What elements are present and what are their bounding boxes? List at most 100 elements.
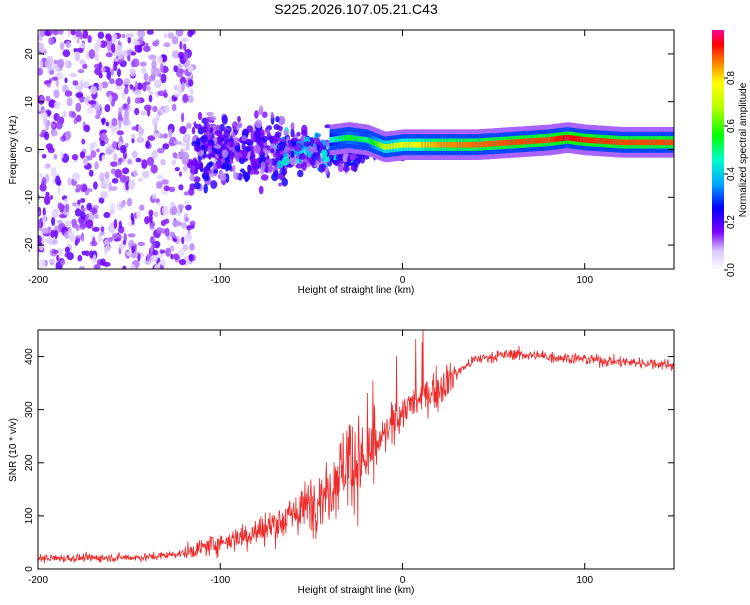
heatmap-cell (127, 37, 132, 44)
heatmap-cell (96, 38, 102, 48)
heatmap-cell (105, 121, 109, 127)
heatmap-cell (180, 142, 186, 147)
heatmap-cell (152, 192, 157, 200)
heatmap-cell (241, 157, 248, 162)
heatmap-cell (172, 152, 178, 159)
heatmap-cell (113, 61, 118, 72)
heatmap-cell (173, 84, 178, 91)
heatmap-cell (94, 105, 101, 111)
heatmap-cell (176, 68, 185, 74)
heatmap-cell (131, 126, 140, 131)
heatmap-cell (160, 76, 165, 81)
heatmap-cell (80, 198, 86, 203)
heatmap-cell (79, 219, 88, 228)
heatmap-cell (71, 154, 79, 161)
heatmap-cell (260, 161, 266, 171)
heatmap-cell (98, 72, 103, 79)
heatmap-cell (223, 129, 231, 139)
heatmap-cell (229, 138, 234, 148)
heatmap-cell (38, 234, 42, 244)
colorbar-tick-label: 0.0 (726, 263, 737, 277)
colorbar-label: Normalized spectral amplitude (738, 82, 749, 217)
heatmap-cell (56, 254, 60, 262)
heatmap-cell (120, 144, 127, 154)
heatmap-cell (99, 231, 105, 236)
heatmap-cell (52, 249, 59, 254)
heatmap-cell (258, 185, 264, 195)
snr-x-tick-label: -100 (210, 575, 230, 586)
heatmap-cell (38, 259, 46, 268)
heatmap-cell (178, 248, 185, 258)
heatmap-cell (95, 109, 102, 116)
heatmap-cell (64, 130, 72, 140)
heatmap-cell (123, 78, 131, 85)
heatmap-cell (100, 140, 106, 147)
heatmap-cell (182, 244, 189, 251)
heatmap-cell (108, 236, 114, 243)
heatmap-cell (146, 30, 154, 35)
heatmap-cell (96, 148, 100, 153)
heatmap-cell (93, 264, 101, 269)
heatmap-cell (133, 169, 137, 177)
heatmap-cell (180, 37, 189, 42)
heatmap-cell (65, 40, 71, 48)
heatmap-cell (160, 259, 166, 266)
heatmap-cell (269, 135, 274, 144)
heatmap-cell (82, 63, 88, 70)
heatmap-cell (253, 132, 258, 138)
heatmap-cell (261, 111, 268, 118)
heatmap-cell (44, 31, 50, 36)
colorbar-tick-label: 0.8 (726, 71, 737, 85)
heatmap-cell (162, 205, 169, 216)
heatmap-cell (55, 121, 63, 130)
snr-line-series (38, 330, 674, 564)
heatmap-cell (111, 117, 118, 127)
heatmap-cell (203, 183, 208, 194)
heatmap-cell (159, 249, 166, 254)
heatmap-cell (104, 171, 110, 179)
heatmap-cell (90, 207, 98, 215)
heatmap-cell (217, 138, 222, 145)
heatmap-cell (117, 50, 124, 60)
heatmap-cell (101, 81, 109, 89)
heatmap-cell (295, 163, 304, 169)
heatmap-cell (159, 105, 167, 115)
snr-x-tick-label: -200 (28, 575, 48, 586)
heatmap-cell (116, 130, 125, 136)
heatmap-cell (41, 154, 47, 159)
heatmap-cell (139, 204, 145, 211)
heatmap-cell (98, 61, 103, 70)
heatmap-cell (321, 145, 327, 150)
heatmap-cell (98, 82, 103, 92)
heatmap-cell (178, 184, 184, 191)
heatmap-cell (118, 119, 122, 129)
heatmap-cell (164, 227, 170, 237)
heatmap-cell (79, 42, 86, 49)
heatmap-cell (118, 220, 122, 229)
heatmap-cell (115, 78, 124, 87)
heatmap-cell (110, 161, 118, 168)
heatmap-cell (100, 67, 106, 72)
heatmap-cell (177, 207, 181, 217)
heatmap-cell (225, 173, 230, 184)
heatmap-cell (148, 94, 153, 103)
heatmap-cell (272, 153, 279, 158)
heatmap-cell (119, 203, 126, 208)
colorbar-gradient (712, 30, 724, 270)
heatmap-cell (64, 246, 70, 253)
heatmap-cell (132, 40, 141, 46)
heatmap-cell (171, 35, 179, 45)
heatmap-cell (184, 232, 193, 243)
heatmap-cell (157, 55, 163, 64)
heatmap-cell (50, 166, 57, 177)
heatmap-cell (156, 147, 165, 154)
heatmap-cell (38, 42, 45, 51)
heatmap-cell (94, 52, 99, 62)
heatmap-cell (287, 142, 292, 148)
heatmap-cell (92, 236, 96, 246)
heatmap-cell (125, 181, 130, 191)
heatmap-cell (174, 167, 180, 172)
heatmap-cell (115, 85, 123, 90)
heatmap-cell (164, 218, 170, 224)
heatmap-cell (75, 184, 83, 190)
